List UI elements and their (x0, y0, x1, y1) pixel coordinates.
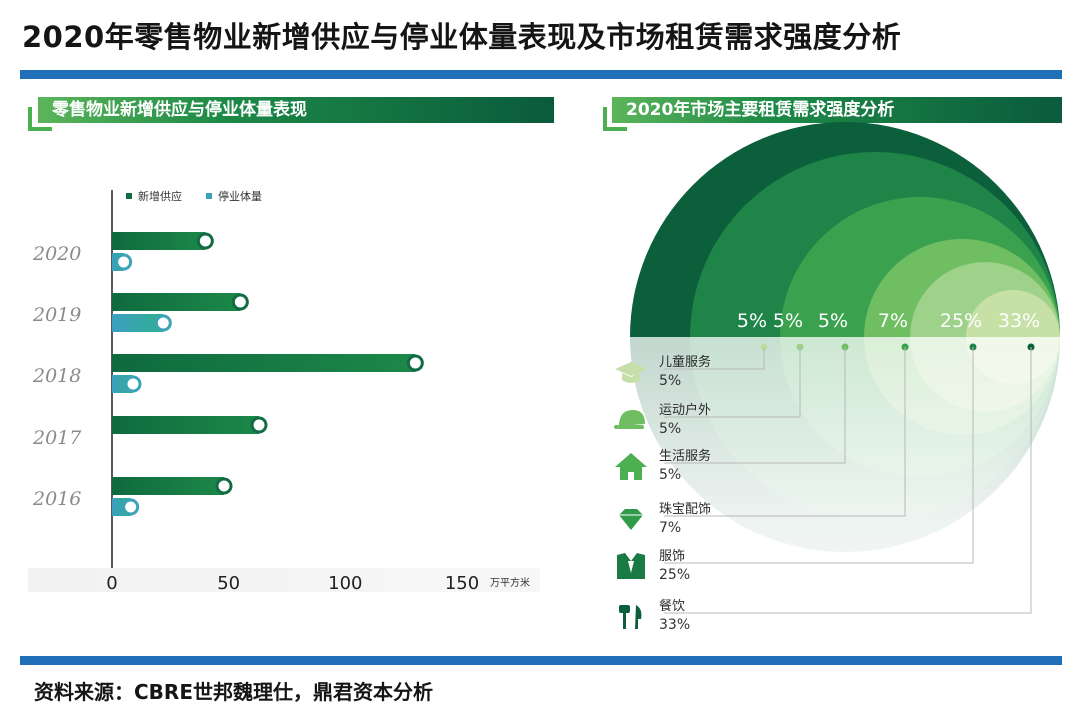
pct-label: 33% (998, 310, 1040, 332)
category-value: 7% (659, 520, 681, 536)
cutlery-icon (619, 605, 642, 629)
x-tick-label: 150 (445, 573, 479, 594)
category-value: 5% (659, 373, 681, 389)
leader-line (664, 347, 974, 564)
bar-end-dot (127, 378, 139, 390)
bar-legend: 新增供应 停业体量 (126, 189, 262, 203)
page-title: 2020年零售物业新增供应与停业体量表现及市场租赁需求强度分析 (22, 20, 902, 54)
pct-label: 5% (818, 310, 848, 332)
pct-label: 25% (940, 310, 982, 332)
panel-bracket-icon (603, 107, 627, 131)
cap-icon (614, 410, 645, 429)
roof (615, 453, 647, 467)
x-tick-label: 100 (328, 573, 362, 594)
cap-base (622, 373, 640, 383)
fork-head (619, 605, 630, 613)
bar-supply-2016 (112, 477, 224, 495)
category-name: 服饰 (659, 549, 685, 564)
cap-crown (619, 410, 645, 426)
pct-label: 5% (773, 310, 803, 332)
leader-line (664, 347, 846, 464)
legend-swatch (206, 193, 212, 199)
year-label: 2016 (32, 488, 81, 510)
shirt (628, 561, 634, 573)
bar-supply-2020 (112, 232, 206, 250)
bar-supply-2018 (112, 354, 416, 372)
category-name: 生活服务 (659, 448, 711, 464)
left-panel-title: 零售物业新增供应与停业体量表现 (38, 97, 554, 123)
leader-line (664, 347, 1032, 614)
category-value: 25% (659, 567, 690, 583)
bar-end-dot (157, 317, 169, 329)
bar-end-dot (218, 480, 230, 492)
year-label: 2018 (32, 365, 81, 387)
bar-end-dot (253, 419, 265, 431)
year-label: 2020 (32, 243, 81, 265)
x-tick-label: 50 (217, 573, 240, 594)
bar-end-dot (199, 235, 211, 247)
category-value: 5% (659, 421, 681, 437)
lower-fade (600, 337, 1080, 657)
bar-end-dot (125, 501, 137, 513)
legend-label: 停业体量 (218, 189, 262, 203)
source-note: 资料来源：CBRE世邦魏理仕，鼎君资本分析 (34, 680, 433, 704)
right-panel-title: 2020年市场主要租赁需求强度分析 (612, 97, 1062, 123)
bar-closure-2019 (112, 314, 164, 332)
bar-supply-2017 (112, 416, 259, 434)
knife (635, 605, 642, 629)
gem (619, 509, 643, 530)
leader-line (664, 347, 906, 517)
pct-label: 5% (737, 310, 767, 332)
bar-supply-2019 (112, 293, 241, 311)
category-name: 餐饮 (659, 598, 685, 614)
bottom-divider (20, 656, 1062, 665)
cap-top (615, 362, 647, 376)
x-tick-label: 0 (106, 573, 117, 594)
demand-circle-chart: 5% 5% 5% 7% 25% 33% 儿童服务 5% 运动户外 5% 生活服务 5% 珠宝配饰 7% 服… (600, 122, 1080, 657)
door (628, 472, 634, 480)
cap-brim (614, 425, 644, 429)
house-icon (615, 453, 647, 480)
legend-label: 新增供应 (138, 189, 182, 203)
bar-end-dot (118, 256, 130, 268)
fork (623, 605, 626, 629)
leader-line (664, 347, 801, 418)
diamond-icon (619, 509, 643, 530)
panel-bracket-icon (28, 107, 52, 131)
graduation-cap-icon (615, 362, 647, 383)
category-name: 运动户外 (659, 402, 711, 418)
year-label: 2017 (32, 427, 82, 449)
legend-swatch (126, 193, 132, 199)
x-axis-band (28, 568, 540, 592)
category-name: 珠宝配饰 (659, 502, 711, 517)
category-value: 33% (659, 617, 690, 633)
year-label: 2019 (32, 304, 81, 326)
x-axis-unit: 万平方米 (490, 576, 530, 589)
pct-label: 7% (878, 310, 908, 332)
top-divider (20, 70, 1062, 79)
category-name: 儿童服务 (659, 354, 711, 370)
bar-end-dot (409, 357, 421, 369)
leader-line (664, 347, 765, 370)
suit-icon (617, 553, 645, 579)
bar-end-dot (234, 296, 246, 308)
category-value: 5% (659, 467, 681, 483)
